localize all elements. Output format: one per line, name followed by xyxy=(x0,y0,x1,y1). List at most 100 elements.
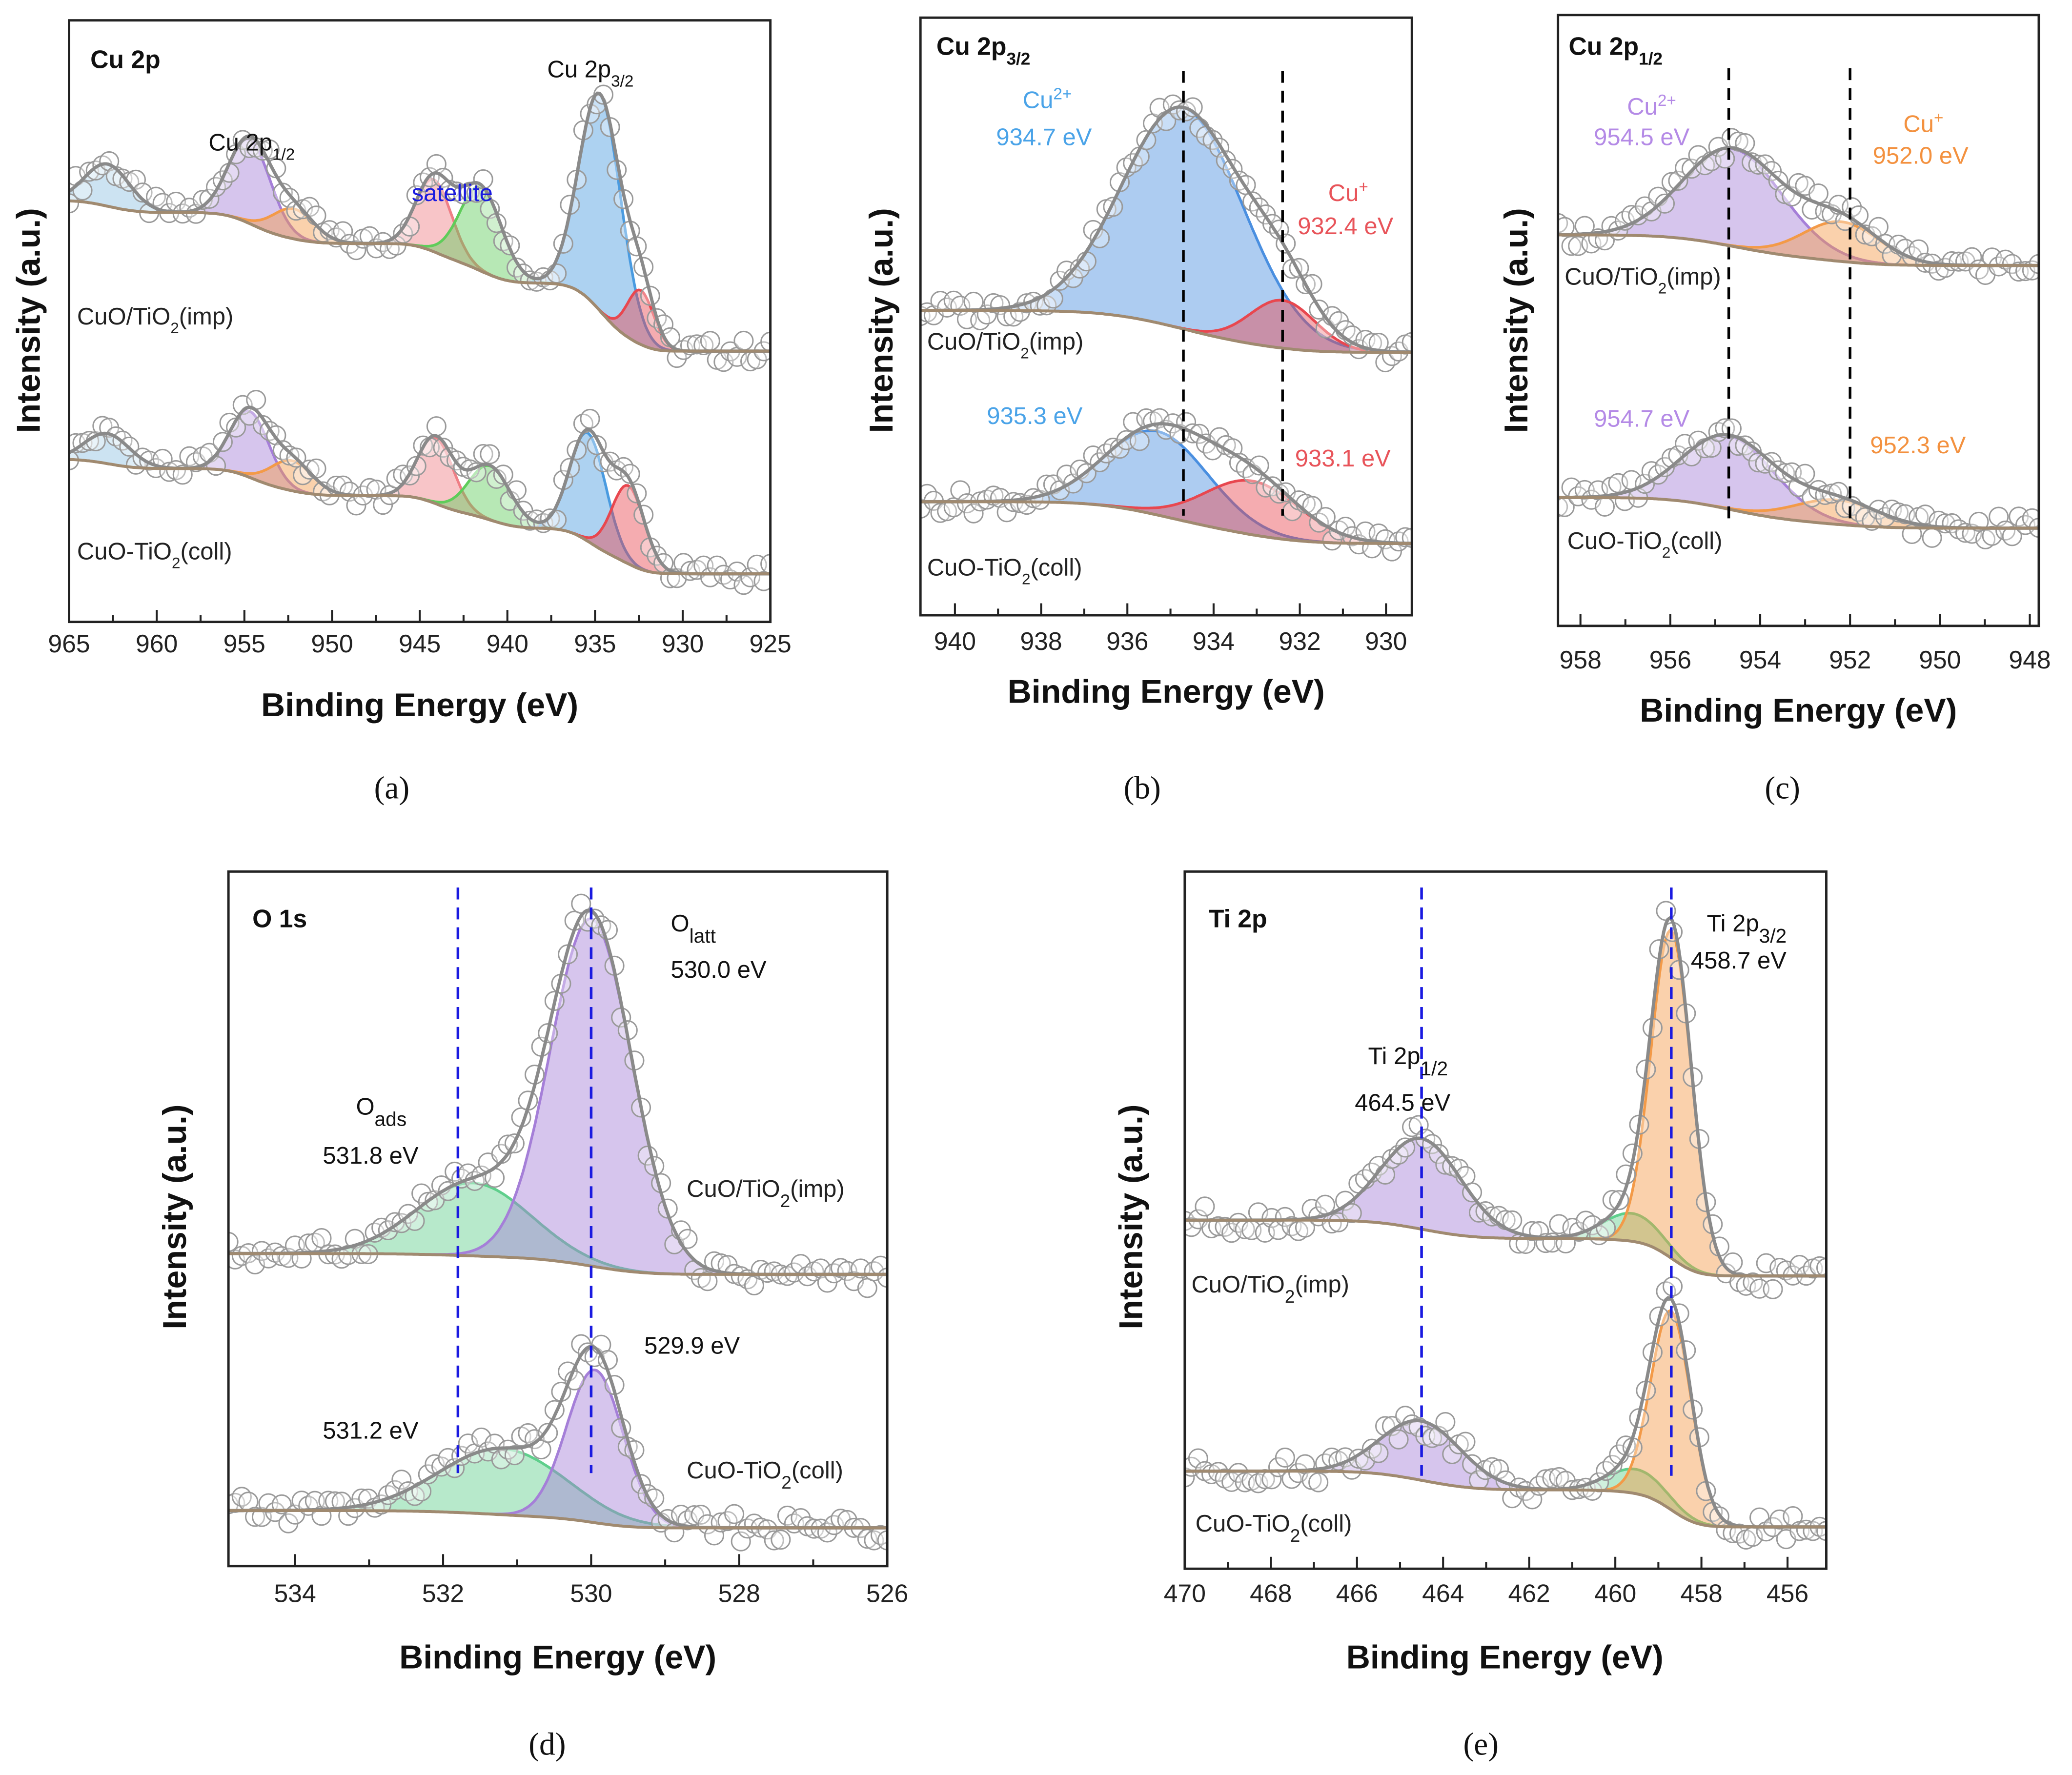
data-point xyxy=(571,893,591,914)
data-point xyxy=(1435,1412,1456,1432)
x-tick-label: 950 xyxy=(1919,645,1961,674)
data-point xyxy=(1816,1257,1827,1278)
data-point xyxy=(1715,148,1735,169)
series-1 xyxy=(69,390,771,595)
x-tick-label: 934 xyxy=(1193,627,1235,655)
series-1 xyxy=(1558,418,2039,549)
data-point xyxy=(480,444,500,464)
panel-d: 534 532 530 528 526 Binding Energy (eV) Intens… xyxy=(156,870,908,1762)
x-axis-label: Binding Energy (eV) xyxy=(1346,1638,1664,1675)
x-tick-label: 528 xyxy=(718,1579,760,1607)
x-tick-label: 950 xyxy=(311,629,353,658)
sample-label: CuO-TiO2(coll) xyxy=(687,1457,843,1493)
x-tick-label: 932 xyxy=(1279,627,1320,655)
series-1 xyxy=(228,1334,888,1552)
data-point xyxy=(724,1504,745,1524)
background-line xyxy=(1558,496,2039,530)
data-point xyxy=(700,331,720,351)
data-point xyxy=(504,1445,525,1466)
peak-annotation-part: 3/2 xyxy=(611,72,633,90)
background-line xyxy=(920,500,1412,545)
sample-label-part: 2 xyxy=(781,1472,792,1493)
series-1 xyxy=(920,408,1412,562)
data-point xyxy=(1129,431,1150,451)
x-tick-label: 460 xyxy=(1594,1579,1636,1607)
sample-label-part: CuO/TiO xyxy=(927,329,1020,355)
x-tick-label: 462 xyxy=(1508,1579,1550,1607)
peak-annotation-part: latt xyxy=(690,925,716,947)
data-point xyxy=(1402,332,1412,352)
peak-annotation-part: 933.1 eV xyxy=(1295,445,1391,472)
series-0 xyxy=(228,893,888,1298)
peak-annotation-part: + xyxy=(1359,178,1368,196)
component-fill-952.2 xyxy=(1558,222,2039,266)
sample-label-part: (imp) xyxy=(790,1176,845,1202)
data-point xyxy=(192,190,213,210)
peak-annotation: Ti 2p1/2 xyxy=(1368,1043,1448,1080)
x-tick-label: 458 xyxy=(1680,1579,1722,1607)
peak-annotation-part: 1/2 xyxy=(1421,1057,1448,1080)
peak-annotation-part: 954.7 eV xyxy=(1594,406,1689,432)
data-point xyxy=(1322,530,1342,551)
peak-annotation: 530.0 eV xyxy=(671,957,767,983)
background-line xyxy=(920,309,1412,354)
plot-area xyxy=(1184,901,1827,1550)
peak-annotation-part: Cu xyxy=(1328,180,1359,206)
peak-annotation-part: Cu 2p xyxy=(547,57,611,83)
x-tick-label: 956 xyxy=(1649,645,1691,674)
data-point xyxy=(1558,497,1568,517)
peak-annotation-part: + xyxy=(1934,109,1943,127)
x-tick-label: 464 xyxy=(1422,1579,1464,1607)
sample-label-part: 2 xyxy=(1658,280,1667,297)
component-fill-944.1 xyxy=(69,437,771,574)
x-tick-label: 532 xyxy=(422,1579,464,1607)
peak-annotation: 952.0 eV xyxy=(1873,143,1969,169)
peak-annotation: Olatt xyxy=(671,910,716,947)
data-point xyxy=(245,1507,265,1527)
x-tick-label: 935 xyxy=(574,629,616,658)
data-point xyxy=(760,331,771,352)
sample-label: CuO-TiO2(coll) xyxy=(77,539,232,572)
sample-label-part: CuO-TiO xyxy=(927,554,1022,581)
sample-label-part: CuO-TiO xyxy=(77,539,172,565)
axes-frame xyxy=(1183,870,1828,1570)
data-point xyxy=(1195,1196,1215,1217)
component-fill-934.7 xyxy=(69,93,771,351)
component-fill-954.7 xyxy=(69,139,771,351)
sample-label-part: (coll) xyxy=(1300,1511,1352,1537)
component-fill-934.7 xyxy=(920,107,1412,353)
data-point xyxy=(1202,130,1223,150)
component-fill-458.7 xyxy=(1184,930,1827,1276)
panel-caption: (d) xyxy=(528,1727,566,1762)
component-fill-529.95 xyxy=(228,1370,888,1528)
data-point xyxy=(963,503,984,524)
series-0 xyxy=(69,84,771,372)
x-axis-label: Binding Energy (eV) xyxy=(1008,673,1325,710)
data-point xyxy=(877,1530,888,1551)
peak-annotation: 531.8 eV xyxy=(323,1143,418,1169)
data-point xyxy=(697,1271,718,1291)
sample-label-part: 2 xyxy=(780,1190,791,1211)
sample-label-part: (imp) xyxy=(179,303,234,330)
panel-a: 965 960 955 950 945 940 935 930 925 Binding Energ… xyxy=(10,19,792,806)
x-tick-label: 954 xyxy=(1739,645,1781,674)
sample-label-part: CuO/TiO xyxy=(1564,263,1658,290)
x-tick-label: 965 xyxy=(48,629,90,658)
peak-annotation-part: Cu xyxy=(1903,111,1934,137)
x-tick-label: 955 xyxy=(223,629,265,658)
peak-annotation-part: 952.0 eV xyxy=(1873,143,1969,169)
y-axis-label: Intensity (a.u.) xyxy=(863,208,900,433)
sample-label: CuO-TiO2(coll) xyxy=(927,554,1082,587)
data-point xyxy=(733,330,754,351)
peak-annotation-part: O xyxy=(356,1093,374,1120)
peak-annotation: 932.4 eV xyxy=(1298,213,1393,240)
x-tick-label: 940 xyxy=(487,629,528,658)
data-point xyxy=(764,1530,784,1551)
peak-annotation-part: 531.2 eV xyxy=(323,1418,418,1444)
sample-label-part: (coll) xyxy=(180,539,232,565)
data-point xyxy=(271,1246,292,1267)
sample-label-part: (coll) xyxy=(1670,528,1722,554)
plot-area xyxy=(69,84,771,595)
peak-annotation-part: Cu xyxy=(1627,94,1658,120)
